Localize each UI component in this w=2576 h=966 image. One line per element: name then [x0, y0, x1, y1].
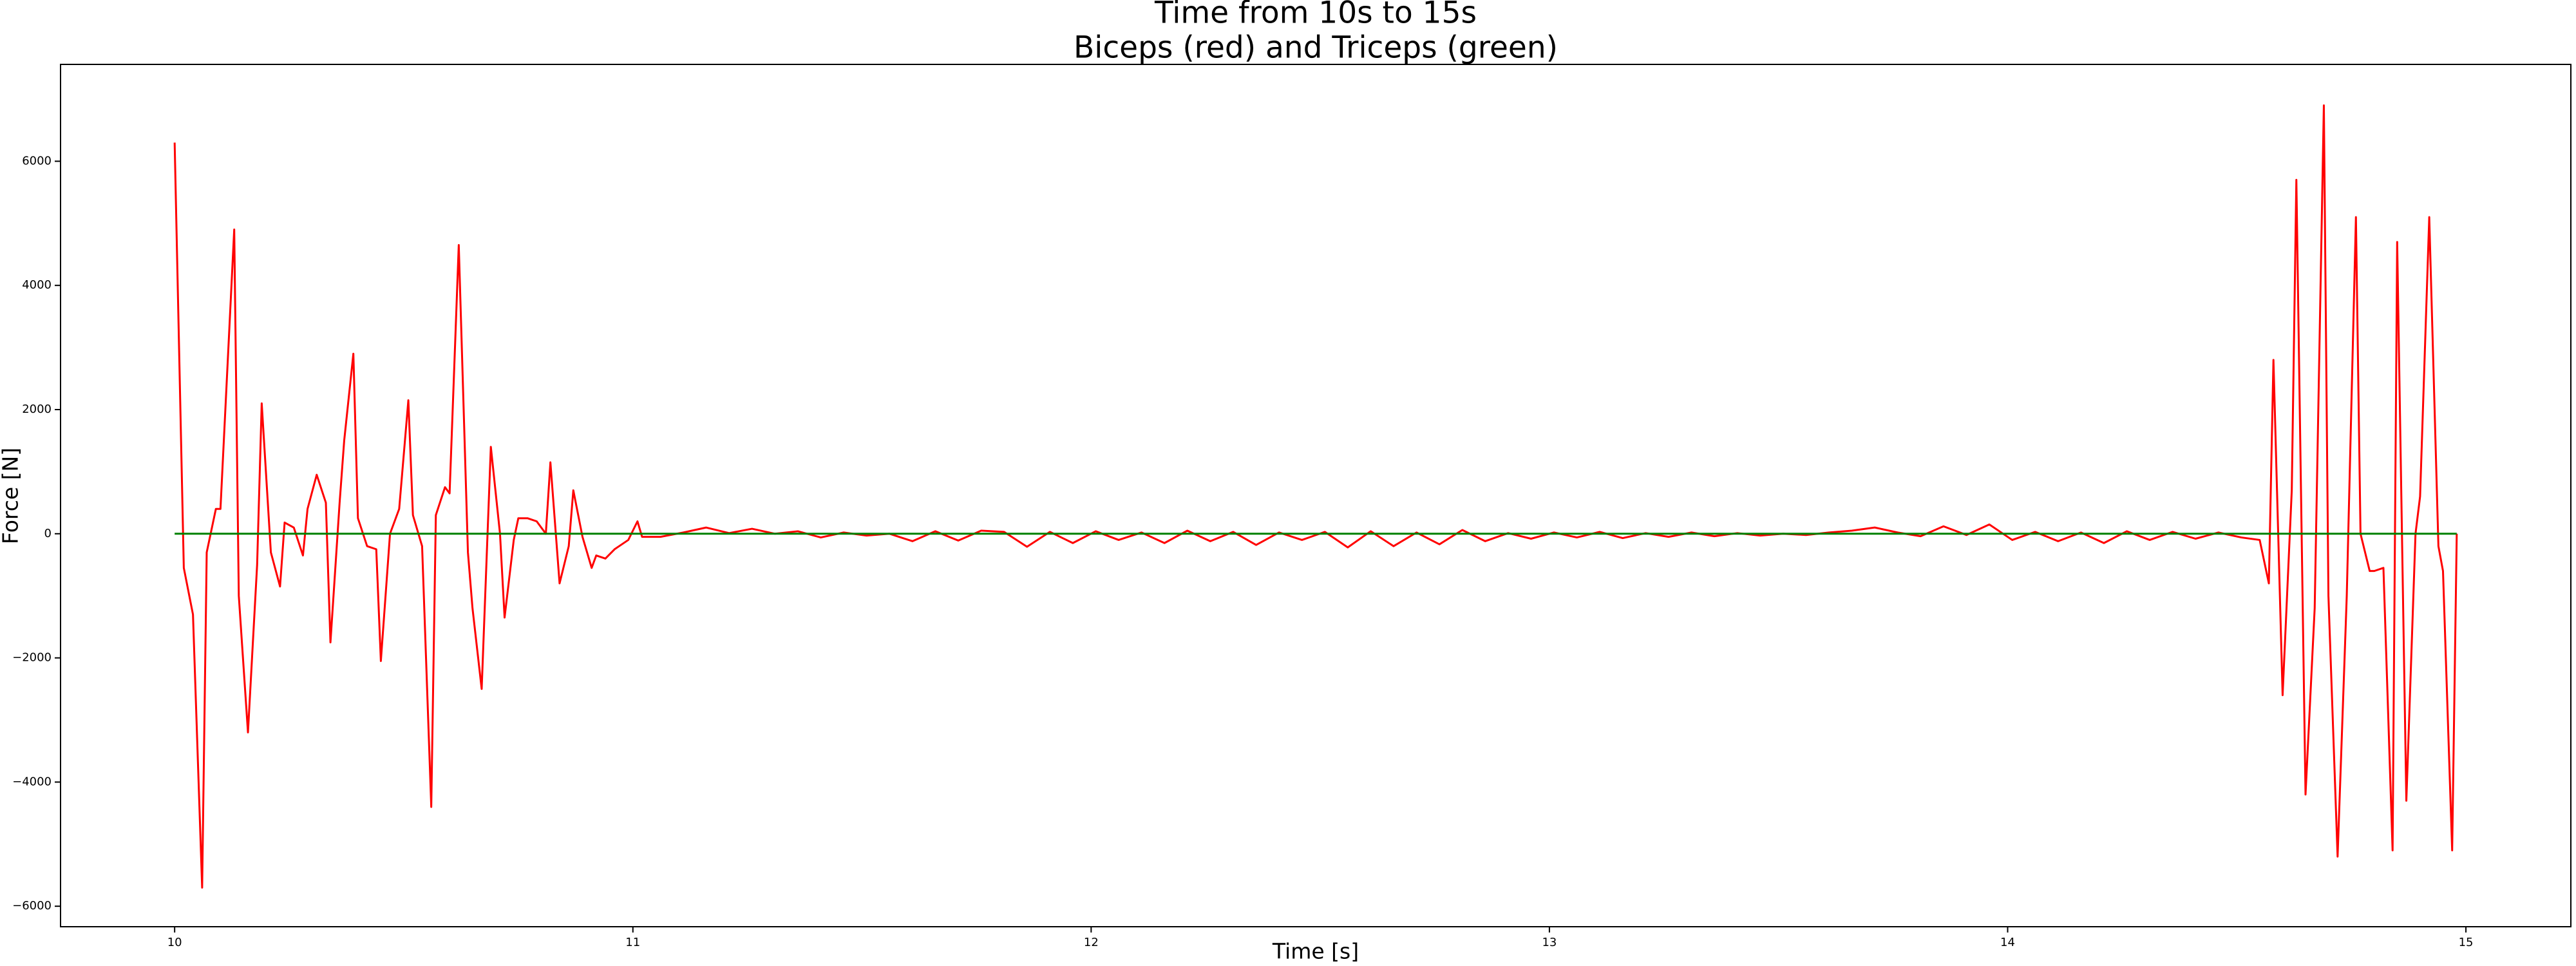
x-tick-label: 15: [2459, 936, 2474, 949]
chart-subtitle: Biceps (red) and Triceps (green): [1074, 30, 1558, 66]
y-tick-label: 4000: [22, 278, 52, 292]
x-tick-label: 12: [1084, 936, 1099, 949]
y-tick-label: −6000: [12, 899, 52, 913]
x-axis-label: Time [s]: [1272, 939, 1359, 964]
x-tick-label: 11: [625, 936, 640, 949]
y-tick-label: 6000: [22, 154, 52, 167]
y-axis-label: Force [N]: [0, 448, 23, 544]
data-line: [173, 104, 2458, 889]
x-tick-label: 14: [2000, 936, 2015, 949]
x-tick-label: 10: [167, 936, 182, 949]
y-tick-label: −4000: [12, 775, 52, 788]
y-tick-label: 0: [44, 527, 52, 540]
plot-frame: [60, 64, 2571, 927]
x-tick-label: 13: [1542, 936, 1557, 949]
y-tick-label: 2000: [22, 402, 52, 416]
chart-title: Time from 10s to 15s: [1154, 0, 1477, 31]
y-tick-label: −2000: [12, 651, 52, 665]
